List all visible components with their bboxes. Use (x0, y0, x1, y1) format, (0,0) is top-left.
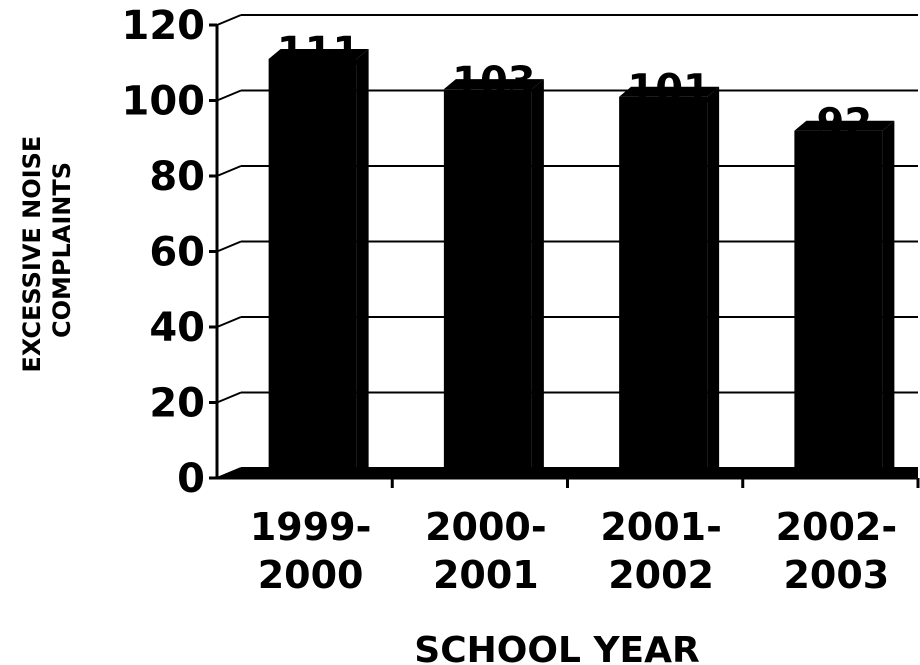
bar-top (268, 48, 369, 59)
y-tick-label: 80 (149, 154, 205, 200)
bars (268, 48, 895, 479)
gridline-diagonal (216, 14, 242, 26)
gridline-diagonal (216, 165, 242, 177)
bar-top (619, 86, 720, 97)
x-tick-labels: 1999-2000 2000-2001 2001-2002 2002-2003 (250, 478, 920, 597)
data-label: 101 (627, 67, 711, 113)
y-tick-label: 40 (149, 305, 205, 351)
bar (443, 89, 532, 479)
y-tick-labels: 0 20 40 60 80 100 120 (122, 3, 217, 502)
x-axis-title: SCHOOL YEAR (414, 630, 699, 665)
y-axis-title-line-1: EXCESSIVE NOISE (18, 136, 46, 373)
bar-side (531, 79, 544, 479)
bar-top (443, 79, 544, 90)
y-tick-label: 20 (149, 381, 205, 427)
gridline-diagonal (216, 391, 242, 404)
bar (794, 130, 883, 478)
bar-top (794, 120, 895, 131)
y-axis-title-line-2: COMPLAINTS (48, 162, 76, 338)
gridline-diagonal (216, 240, 242, 253)
x-tick-label: 2002- (776, 505, 898, 549)
bar-side (356, 48, 369, 478)
y-axis-title: EXCESSIVE NOISE COMPLAINTS (18, 127, 76, 372)
gridline-diagonal (216, 316, 242, 328)
data-label: 111 (277, 29, 361, 75)
x-tick-label: 1999- (250, 505, 372, 549)
chart-floor (217, 468, 918, 478)
x-tick-label: 2000- (425, 505, 547, 549)
y-tick-label: 60 (149, 230, 205, 276)
y-tick-label: 0 (177, 456, 205, 502)
bar-side (707, 86, 720, 478)
data-label: 103 (452, 59, 536, 105)
gridline-diagonal (216, 89, 242, 102)
data-label: 92 (817, 101, 873, 147)
x-tick-label: 2002 (608, 553, 714, 597)
data-labels: 111 103 101 92 (277, 29, 872, 147)
bar (268, 58, 357, 478)
x-tick-label: 2000 (258, 553, 364, 597)
bar-side (882, 120, 895, 478)
x-tick-label: 2003 (783, 553, 889, 597)
y-tick-label: 120 (122, 3, 206, 49)
x-tick-label: 2001 (433, 553, 539, 597)
y-tick-label: 100 (122, 79, 206, 125)
x-tick-label: 2001- (600, 505, 722, 549)
bar (619, 96, 708, 478)
